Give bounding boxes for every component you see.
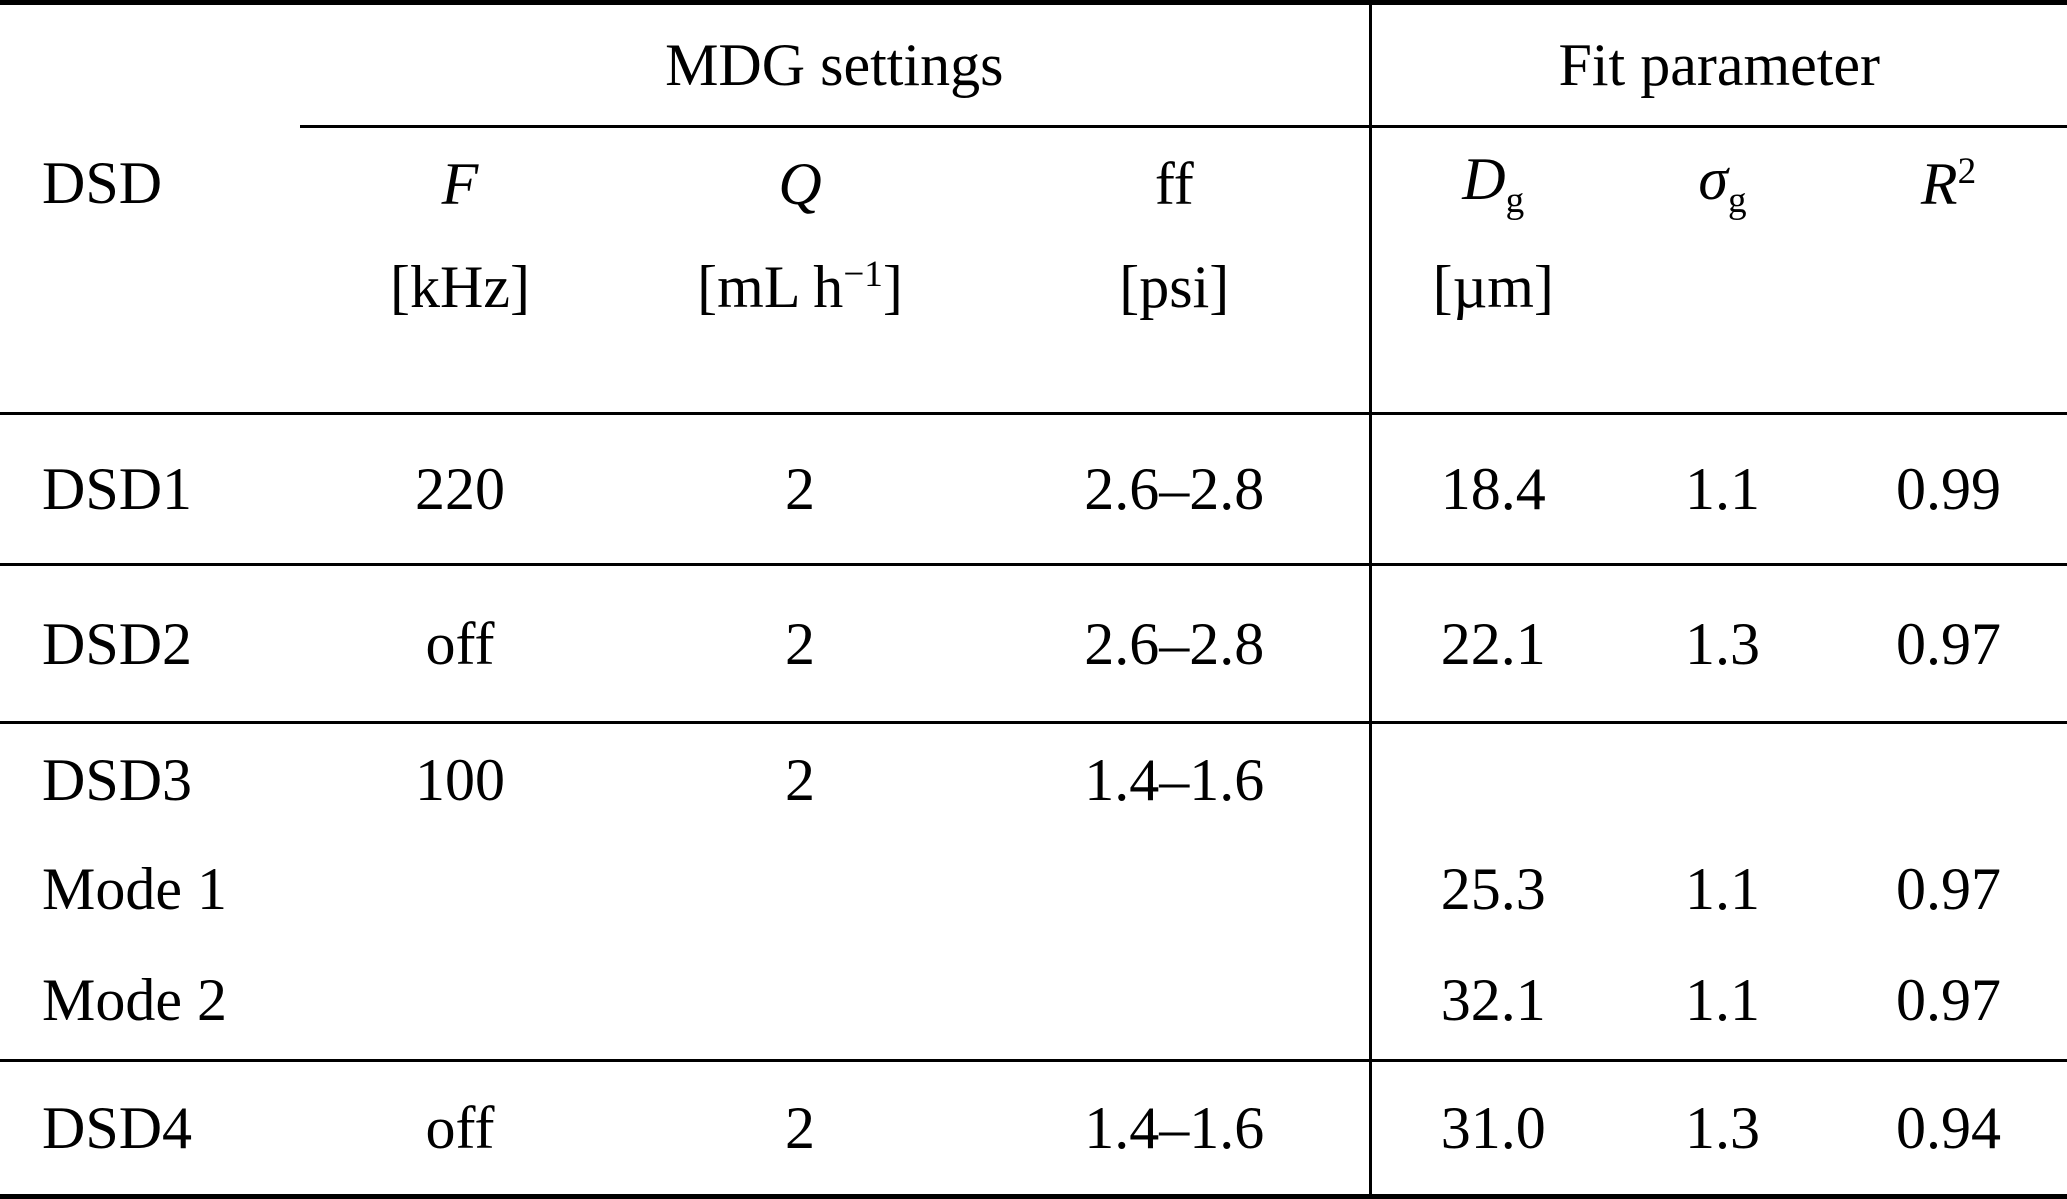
group-header-empty (0, 3, 300, 127)
unit-dg: [µm] (1368, 240, 1616, 415)
cell-mode1-sigma: 1.1 (1685, 855, 1761, 922)
column-header-row: DSD F Q ff Dg σg R2 (0, 126, 2067, 241)
cell-dsd4-name: DSD4 (0, 1060, 300, 1199)
cell-mode2-dg: 32.1 (1368, 941, 1616, 1062)
cell-dsd4-r2: 0.94 (1830, 1060, 2067, 1199)
cell-dsd1-name: DSD1 (0, 413, 300, 566)
cell-mode2-sigma: 1.1 (1615, 941, 1831, 1062)
cell-dsd1-f: 220 (300, 413, 620, 566)
q-unit-exponent: −1 (843, 254, 883, 295)
col-header-dsd: DSD (42, 150, 163, 217)
row-dsd4: DSD4 off 2 1.4–1.6 31.0 1.3 0.94 (0, 1060, 2067, 1199)
cell-dsd1-sigma: 1.1 (1615, 413, 1831, 566)
cell-mode2-q (620, 941, 980, 1062)
cell-mode1-r2: 0.97 (1896, 855, 2002, 922)
row-dsd3-mode1: Mode 1 25.3 1.1 0.97 (0, 836, 2067, 941)
col-header-ff: ff (980, 127, 1370, 241)
col-header-q: Q (620, 127, 980, 241)
cell-dsd2-r2: 0.97 (1830, 564, 2067, 724)
cell-dsd3-sigma (1615, 723, 1830, 837)
cell-dsd3-f: 100 (415, 747, 505, 813)
q-unit-pre: [mL h (697, 254, 844, 320)
cell-dsd4-ff: 1.4–1.6 (980, 1060, 1371, 1199)
group-header-fit-parameter: Fit parameter (1368, 2, 2067, 128)
cell-mode1-name: Mode 1 (42, 855, 227, 922)
r2-symbol: R (1920, 151, 1958, 217)
cell-mode2-f (300, 941, 620, 1062)
r2-superscript: 2 (1957, 151, 1977, 192)
col-header-r2: R2 (1830, 127, 2067, 241)
cell-dsd2-ff: 2.6–2.8 (980, 564, 1371, 724)
unit-q: [mL h−1] (620, 240, 980, 415)
cell-dsd4-dg: 31.0 (1368, 1060, 1616, 1199)
cell-mode1-dg: 25.3 (1368, 836, 1616, 941)
cell-dsd1-r2: 0.99 (1830, 413, 2067, 566)
cell-dsd1-q: 2 (620, 413, 980, 566)
cell-dsd2-dg: 22.1 (1368, 564, 1616, 724)
col-header-sigma: σg (1615, 127, 1830, 241)
ff-symbol: ff (1154, 151, 1194, 217)
cell-dsd3-q: 2 (785, 747, 815, 813)
cell-dsd2-q: 2 (620, 564, 980, 724)
col-header-dg: Dg (1368, 126, 1616, 240)
cell-mode2-name: Mode 2 (0, 941, 300, 1062)
cell-dsd3-r2 (1830, 723, 2067, 837)
f-symbol: F (441, 151, 479, 217)
cell-dsd2-sigma: 1.3 (1615, 564, 1831, 724)
unit-f: [kHz] (300, 240, 620, 415)
row-dsd3: DSD3 100 2 1.4–1.6 (0, 722, 2067, 837)
row-dsd1: DSD1 220 2 2.6–2.8 18.4 1.1 0.99 (0, 413, 2067, 566)
dg-subscript: g (1505, 180, 1525, 222)
dg-symbol: D (1462, 146, 1506, 213)
cell-mode1-ff (980, 836, 1370, 941)
q-unit-post: ] (882, 254, 903, 320)
cell-mode1-q (620, 836, 980, 941)
sigma-symbol: σ (1698, 146, 1729, 213)
cell-dsd4-q: 2 (620, 1060, 980, 1199)
unit-empty-dsd (0, 240, 300, 415)
cell-dsd4-f: off (300, 1060, 620, 1199)
q-symbol: Q (778, 151, 822, 217)
group-header-row: MDG settings Fit parameter (0, 2, 2067, 128)
unit-ff: [psi] (980, 240, 1371, 415)
cell-dsd1-dg: 18.4 (1368, 413, 1616, 566)
group-header-mdg-settings: MDG settings (300, 2, 1371, 128)
cell-mode2-r2: 0.97 (1830, 941, 2067, 1062)
row-dsd3-mode2: Mode 2 32.1 1.1 0.97 (0, 941, 2067, 1062)
cell-mode2-ff (980, 941, 1371, 1062)
unit-sigma-empty (1615, 240, 1831, 415)
cell-dsd3-name: DSD3 (42, 747, 193, 813)
cell-dsd4-sigma: 1.3 (1615, 1060, 1831, 1199)
col-header-f: F (300, 127, 620, 241)
cell-dsd2-f: off (300, 564, 620, 724)
unit-r2-empty (1830, 240, 2067, 415)
cell-dsd1-ff: 2.6–2.8 (980, 413, 1371, 566)
units-row: [kHz] [mL h−1] [psi] [µm] (0, 240, 2067, 415)
cell-dsd3-dg (1368, 722, 1616, 836)
cell-mode1-f (300, 836, 620, 941)
cell-dsd3-ff: 1.4–1.6 (1084, 747, 1265, 813)
cell-dsd2-name: DSD2 (0, 564, 300, 724)
sigma-subscript: g (1728, 180, 1747, 222)
row-dsd2: DSD2 off 2 2.6–2.8 22.1 1.3 0.97 (0, 564, 2067, 724)
